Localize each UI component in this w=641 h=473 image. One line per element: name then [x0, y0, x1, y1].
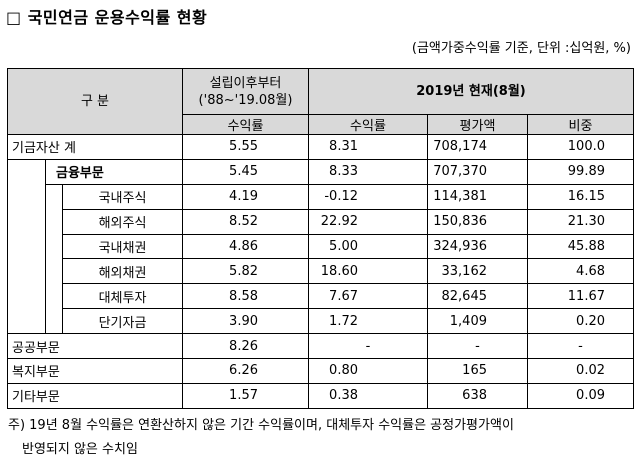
- row-label: 국내채권: [62, 233, 183, 260]
- value-cell: 3.90: [182, 308, 309, 335]
- indent-cell: [45, 184, 63, 334]
- table-row: 금융부문 5.45 8.33 707,370 99.89: [7, 158, 634, 334]
- table-header: 구 분 설립이후부터 ('88~'19.08월) 2019년 현재(8월) 수익률…: [7, 68, 634, 135]
- value-cell: 114,381: [427, 183, 528, 210]
- indent-cell: [7, 159, 46, 334]
- value-cell: 8.33: [308, 158, 428, 185]
- header-row: 구 분 설립이후부터 ('88~'19.08월) 2019년 현재(8월): [7, 68, 634, 135]
- header-column: 수익률: [308, 114, 428, 135]
- table-row: 공공부문 8.26- - -: [7, 333, 634, 360]
- value-cell: 8.31: [308, 134, 428, 160]
- header-since: 설립이후부터 ('88~'19.08월): [182, 68, 309, 115]
- value-cell: 1.72: [308, 308, 428, 335]
- table-row: 대체투자 8.58 7.67 82,645 11.67: [8, 283, 634, 310]
- row-label: 해외주식: [62, 208, 183, 235]
- value-cell: 18.60: [308, 258, 428, 285]
- row-label: 해외채권: [62, 258, 183, 285]
- value-cell: 707,370: [427, 158, 528, 185]
- value-cell: -: [527, 333, 634, 360]
- row-label: 복지부문: [7, 358, 183, 384]
- value-cell: 0.80: [308, 358, 428, 384]
- value-cell: -: [308, 333, 428, 360]
- value-cell: 8.58: [182, 283, 309, 310]
- value-cell: 0.02: [527, 358, 634, 384]
- value-cell: 8.26: [182, 333, 309, 360]
- value-cell: 8.52: [182, 208, 309, 235]
- table-row: 해외채권 5.82 18.60 33,162 4.68: [8, 258, 634, 285]
- footnote-line: 반영되지 않은 수치임: [22, 442, 138, 457]
- value-cell: 5.00: [308, 233, 428, 260]
- value-cell: 4.86: [182, 233, 309, 260]
- header-column: 평가액: [427, 114, 528, 135]
- value-cell: 0.20: [527, 308, 634, 335]
- value-cell: 45.88: [527, 233, 634, 260]
- value-cell: 22.92: [308, 208, 428, 235]
- value-cell: -0.12: [308, 183, 428, 210]
- value-cell: 708,174: [427, 134, 528, 160]
- row-label: 대체투자: [62, 283, 183, 310]
- value-cell: 100.0: [527, 134, 634, 160]
- header-since-period: ('88~'19.08월): [198, 92, 293, 108]
- row-label: 국내주식: [62, 183, 183, 210]
- value-cell: 5.82: [182, 258, 309, 285]
- title: □ 국민연금 운용수익률 현황: [6, 8, 208, 27]
- row-label: 기금자산 계: [7, 134, 183, 160]
- table-row: 기타부문 1.57 0.38 638 0.09: [7, 382, 634, 409]
- value-cell: 638: [427, 382, 528, 409]
- table-row: 기금자산 계 5.55 8.31 708,174 100.0: [7, 134, 634, 160]
- row-label: 기타부문: [7, 382, 183, 409]
- header-column: 비중: [527, 114, 634, 135]
- value-cell: 6.26: [182, 358, 309, 384]
- header-category: 구 분: [7, 68, 183, 135]
- table-row: 국내채권 4.86 5.00 324,936 45.88: [8, 233, 634, 260]
- value-cell: 99.89: [527, 158, 634, 185]
- row-label: 금융부문: [45, 158, 183, 185]
- value-cell: 16.15: [527, 183, 634, 210]
- row-label: 공공부문: [7, 333, 183, 360]
- value-cell: 33,162: [427, 258, 528, 285]
- value-cell: 7.67: [308, 283, 428, 310]
- value-cell: 5.55: [182, 134, 309, 160]
- value-cell: 11.67: [527, 283, 634, 310]
- value-cell: 165: [427, 358, 528, 384]
- value-cell: 82,645: [427, 283, 528, 310]
- table-row: 복지부문 6.26 0.80 165 0.02: [7, 358, 634, 384]
- row-label: 단기자금: [62, 308, 183, 335]
- value-cell: 4.19: [182, 183, 309, 210]
- table-row: 국내주식 4.19 -0.12 114,381 16.15: [8, 183, 634, 334]
- value-cell: 4.68: [527, 258, 634, 285]
- footnote: 주) 19년 8월 수익률은 연환산하지 않은 기간 수익률이며, 대체투자 수…: [8, 414, 514, 462]
- value-cell: -: [427, 333, 528, 360]
- header-since-label: 설립이후부터: [209, 75, 282, 91]
- value-cell: 1.57: [182, 382, 309, 409]
- header-row: 수익률 수익률 평가액 비중: [8, 114, 634, 135]
- value-cell: 324,936: [427, 233, 528, 260]
- table-body: 기금자산 계 5.55 8.31 708,174 100.0 금융부문 5.45 8.33 70…: [7, 134, 634, 409]
- value-cell: 150,836: [427, 208, 528, 235]
- unit-note: (금액가중수익률 기준, 단위 :십억원, %): [411, 41, 631, 56]
- value-cell: 0.09: [527, 382, 634, 409]
- footnote-line: 주) 19년 8월 수익률은 연환산하지 않은 기간 수익률이며, 대체투자 수…: [8, 418, 514, 433]
- returns-table: 구 분 설립이후부터 ('88~'19.08월) 2019년 현재(8월) 수익률…: [7, 68, 634, 409]
- header-column: 수익률: [182, 114, 309, 135]
- value-cell: 5.45: [182, 158, 309, 185]
- table-row: 단기자금 3.90 1.72 1,409 0.20: [8, 308, 634, 335]
- value-cell: 21.30: [527, 208, 634, 235]
- table-row: 해외주식 8.52 22.92 150,836 21.30: [8, 208, 634, 235]
- header-current: 2019년 현재(8월): [308, 68, 634, 115]
- value-cell: 1,409: [427, 308, 528, 335]
- value-cell: 0.38: [308, 382, 428, 409]
